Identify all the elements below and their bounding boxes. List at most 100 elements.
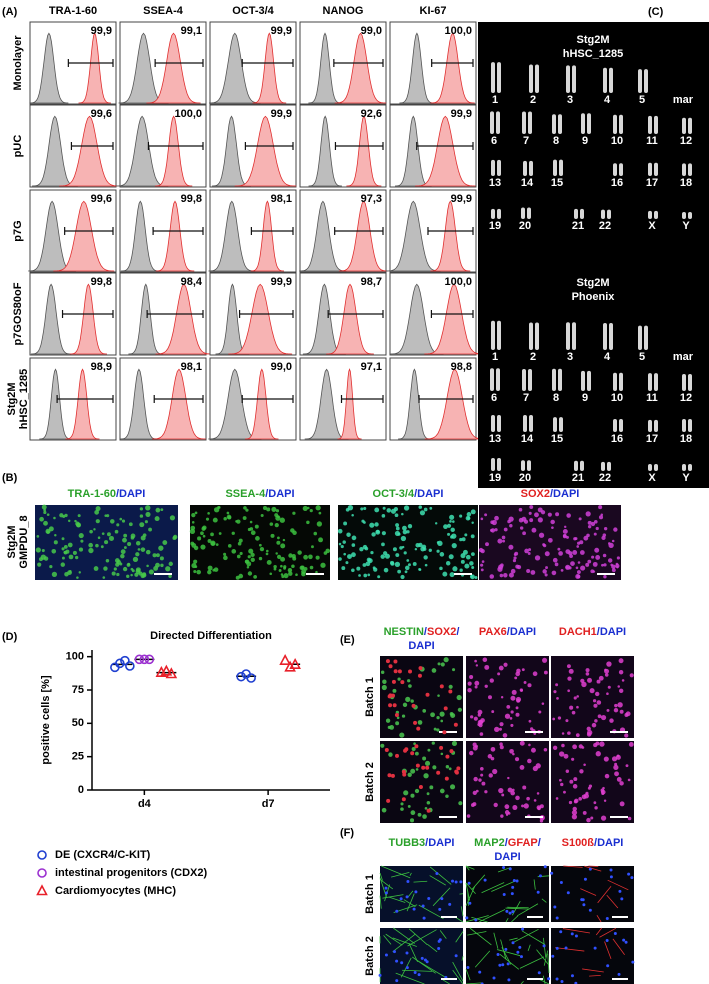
cell (625, 764, 629, 768)
cell (397, 532, 401, 536)
gate-bracket (154, 59, 204, 67)
cell (53, 540, 58, 545)
neurite (465, 865, 470, 871)
neurite (589, 974, 601, 977)
cell (617, 972, 621, 976)
cell (123, 546, 127, 549)
caption: SSEA-4/DAPI (225, 488, 294, 500)
caption: OCT-3/4/DAPI (373, 488, 444, 500)
cell (617, 685, 620, 688)
cell (408, 669, 413, 674)
cell (407, 679, 411, 683)
chromosome (648, 162, 652, 176)
marker-histogram (154, 115, 193, 187)
cell (227, 544, 232, 548)
cell (207, 512, 210, 515)
cell (442, 571, 448, 577)
marker-histogram (430, 200, 471, 272)
chromosome-label: 15 (551, 433, 563, 445)
cell (562, 528, 568, 534)
chromosome-label: 21 (572, 220, 584, 232)
control-histogram (299, 200, 347, 272)
chromosome (497, 414, 501, 432)
marker-histogram (234, 115, 297, 187)
cell (508, 911, 512, 915)
cell (587, 524, 592, 529)
cell (615, 562, 619, 566)
micrograph (466, 866, 549, 922)
cell (600, 513, 604, 516)
gate-bracket (70, 142, 114, 150)
cell (516, 950, 520, 954)
gate-value: 97,1 (361, 361, 382, 373)
cell (469, 561, 474, 566)
cell (113, 567, 117, 571)
cell (295, 573, 298, 577)
cell (68, 554, 74, 560)
cell (307, 506, 310, 510)
cell (561, 732, 565, 735)
cell (607, 685, 611, 689)
caption-part: DAPI (494, 851, 520, 863)
cell (320, 562, 326, 568)
chromosome (566, 65, 570, 93)
cell (512, 805, 518, 811)
cell (403, 790, 409, 796)
y-axis-label: positive cells [%] (40, 675, 52, 765)
cell (239, 551, 243, 556)
chromosome-label: 2 (530, 94, 536, 106)
cell (160, 508, 164, 512)
cell (542, 569, 547, 574)
cell (600, 715, 607, 721)
gate-bracket (241, 395, 294, 403)
marker-histogram (334, 32, 387, 104)
cell (325, 548, 331, 554)
cell (153, 566, 159, 571)
cell (508, 516, 514, 522)
cell (380, 554, 386, 559)
cell (511, 910, 515, 914)
cell (194, 511, 198, 515)
neurite (511, 928, 539, 944)
control-histogram (208, 32, 261, 104)
chromosome-label: 16 (611, 177, 623, 189)
neurite (416, 959, 446, 978)
cell (191, 563, 197, 569)
cell (428, 548, 432, 552)
cell (422, 756, 427, 761)
neurite (395, 972, 425, 984)
row-label: Batch 1 (364, 874, 376, 914)
chromosome-label: Y (682, 220, 690, 232)
cell (568, 551, 573, 556)
cell (624, 733, 629, 738)
chromosome (648, 464, 652, 471)
cell (67, 519, 71, 523)
cell (426, 808, 431, 813)
neurite (499, 954, 520, 970)
gate-value: 100,0 (444, 25, 472, 37)
cell (223, 516, 227, 521)
cell (443, 524, 448, 530)
chromosome (644, 325, 648, 350)
cell (467, 681, 472, 686)
cell (472, 790, 477, 795)
cell (563, 753, 569, 759)
gate-bracket (147, 142, 204, 150)
cell (610, 563, 613, 567)
cell (223, 555, 228, 561)
marker-histogram (252, 32, 287, 104)
panel-label: (C) (648, 6, 664, 18)
cell (526, 568, 531, 573)
cell (498, 787, 504, 794)
cell (365, 561, 371, 567)
cell (418, 505, 423, 509)
chromosome-label: 22 (599, 220, 611, 232)
chromosome-label: 14 (521, 177, 534, 189)
caption: S100ß/DAPI (562, 837, 624, 849)
control-histogram (398, 368, 431, 440)
caption: DAPI (494, 851, 520, 863)
neurite (379, 895, 382, 909)
cell (140, 547, 146, 552)
cell (292, 556, 297, 561)
neurite (596, 914, 602, 923)
